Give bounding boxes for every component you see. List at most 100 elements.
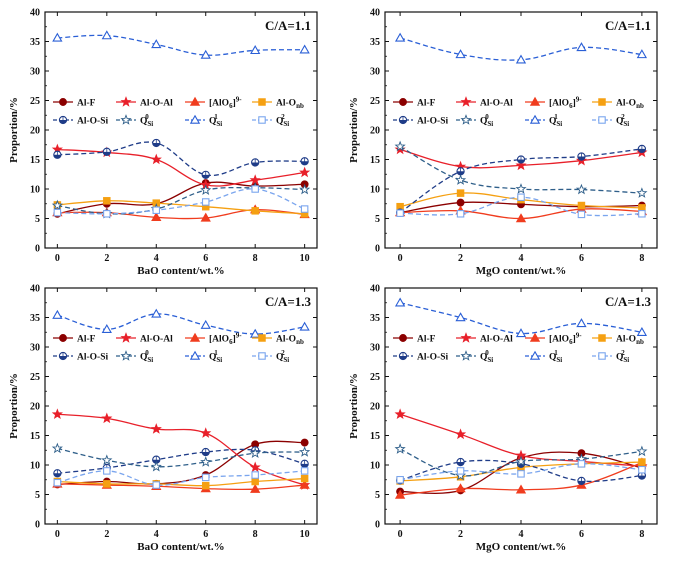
data-point-Al-Onb [201,481,210,490]
y-tick-label: 5 [35,214,40,225]
data-point-QSi1 [250,328,261,338]
legend-entry-Al-O-Al: Al-O-Al [116,332,173,345]
data-point-QSi1 [455,312,466,322]
data-point-QSi0 [394,443,406,454]
legend-entry-Al-O-Si: Al-O-Si [53,351,109,363]
data-point-QSi0 [515,455,527,467]
data-point-QSi0 [454,174,467,185]
x-tick-label: 6 [579,253,584,264]
legend-label-QSi0: QSi0 [480,349,493,364]
x-tick-label: 4 [519,529,524,540]
x-tick-label: 8 [639,253,644,264]
data-point-QSi2 [396,209,404,217]
data-point-Al-Onb [638,458,646,466]
x-tick-label: 0 [55,529,60,540]
series-QSi1 [394,297,648,338]
data-point-Al-O-Si [300,157,309,166]
data-point-Al-O-Si [251,158,260,167]
data-point-AlO6 [151,212,162,222]
y-tick-label: 40 [30,8,40,19]
data-point-Al-O-Si [102,147,111,156]
data-point-QSi1 [101,323,112,333]
data-point-QSi1 [515,328,527,338]
legend-label-Al-O-Al: Al-O-Al [140,335,173,345]
data-point-Al-O-Al [200,427,212,438]
legend-entry-Al-O-Si: Al-O-Si [393,115,449,127]
legend-swatch-marker [399,98,407,106]
data-point-QSi1 [151,308,162,318]
x-tick-label: 8 [253,253,258,264]
data-point-AlO6 [250,483,261,493]
y-axis-title: Proportion/% [348,373,360,439]
data-point-QSi0 [249,447,261,458]
data-point-Al-O-Al [454,428,467,440]
data-point-QSi2 [201,473,210,482]
legend-entry-QSi0: QSi0 [116,349,153,364]
legend-label-AlO6: [AlO6]9- [209,96,242,111]
x-tick-label: 2 [458,253,463,264]
series-QSi2 [396,193,646,219]
data-point-Al-O-Si [53,469,62,478]
legend-swatch-marker [598,98,606,106]
x-axis-title: MgO content/wt.% [476,541,566,553]
legend-entry-QSi0: QSi0 [456,113,493,128]
legend-label-QSi1: QSi1 [549,349,562,364]
data-point-Al-F [456,198,465,207]
data-point-QSi1 [576,318,587,328]
data-point-QSi0 [636,187,648,198]
data-point-QSi1 [151,39,162,49]
legend-entry-Al-O-Al: Al-O-Al [456,332,513,345]
x-tick-label: 6 [579,529,584,540]
legend: Al-F Al-O-Al [AlO6]9- Al-Onb Al-O-Si QSi0 QSi1… [393,332,644,364]
legend-swatch-marker [59,334,67,342]
data-point-QSi1 [250,45,261,55]
data-point-Al-Onb [251,207,259,215]
data-point-Al-O-Si [456,457,465,467]
data-point-AlO6 [455,483,466,493]
data-point-Al-O-Si [637,144,647,154]
legend-swatch-marker [120,96,132,107]
legend-swatch-marker [529,350,541,360]
legend-label-AlO6: [AlO6]9- [549,332,582,347]
data-point-QSi2 [103,467,111,475]
data-point-QSi0 [299,183,311,195]
legend-swatch-marker [460,332,472,343]
data-point-QSi0 [101,454,113,466]
legend-swatch-marker [120,350,132,361]
legend-swatch-marker [598,352,606,360]
legend-entry-Al-F: Al-F [53,98,96,109]
data-point-QSi0 [51,199,63,211]
legend-label-Al-O-Si: Al-O-Si [77,117,109,127]
y-tick-label: 25 [30,96,40,107]
legend-swatch-marker [58,351,68,361]
y-tick-label: 20 [370,402,380,413]
series-line-Al-O-Si [57,448,305,474]
x-tick-label: 4 [154,529,159,540]
legend-swatch-marker [460,114,472,125]
legend-entry-QSi1: QSi1 [525,113,562,128]
legend-swatch-marker [258,334,266,342]
data-point-QSi2 [201,198,210,206]
data-point-AlO6 [299,479,310,489]
legend-swatch-marker [598,116,606,124]
legend-swatch-marker [189,332,201,342]
data-point-QSi2 [251,185,259,193]
y-tick-label: 10 [370,185,380,196]
legend-label-QSi1: QSi1 [209,113,222,128]
series-line-QSi1 [57,34,305,56]
x-axis-title: BaO content/wt.% [137,265,224,277]
x-tick-label: 0 [398,253,403,264]
data-point-QSi2 [456,467,465,475]
y-tick-label: 35 [30,313,40,324]
legend-swatch-marker [189,96,201,106]
data-point-QSi1 [200,319,211,329]
data-point-QSi1 [299,321,310,331]
y-tick-label: 0 [35,244,40,255]
y-axis-title: Proportion/% [8,97,20,163]
x-tick-label: 2 [458,529,463,540]
legend-entry-QSi2: QSi2 [592,113,629,128]
legend-label-Al-F: Al-F [417,99,436,109]
y-tick-label: 0 [375,244,380,255]
data-point-QSi2 [300,205,309,213]
legend-swatch-marker [398,351,408,361]
